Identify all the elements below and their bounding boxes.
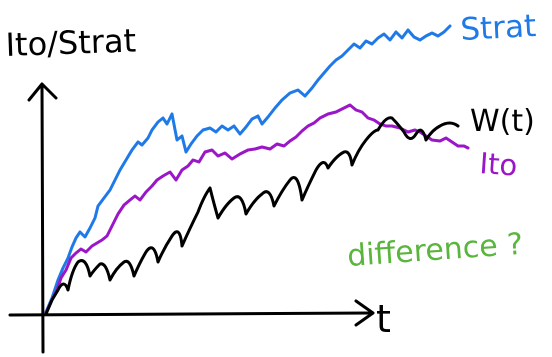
y-axis-arrowhead [27,82,58,102]
strat-label: Strat [460,8,538,48]
x-axis-label: t [376,297,391,341]
ito-curve [44,103,470,315]
y-axis-label: Ito/Strat [5,21,137,64]
axes [8,82,375,354]
y-axis-line [40,84,45,354]
wiener-curve [44,116,460,316]
question-label: difference ? [346,227,524,274]
ito-label: Ito [479,146,519,183]
x-axis-line [8,311,374,317]
wiener-label: W(t) [470,104,535,139]
strat-curve [44,24,452,314]
x-axis-arrowhead [354,299,375,327]
